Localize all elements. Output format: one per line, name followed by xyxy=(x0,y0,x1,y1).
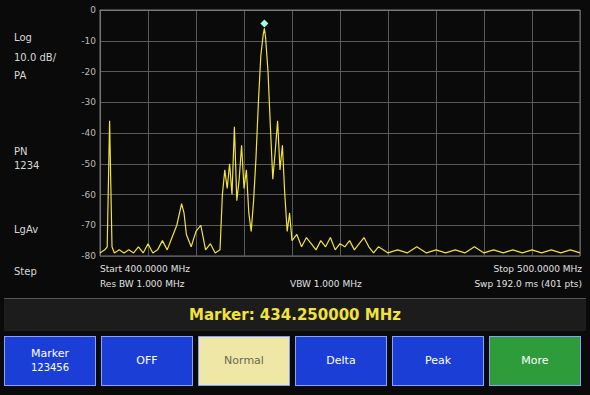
svg-text:-80: -80 xyxy=(81,251,96,261)
html-text:Stop 500.0000 MHz: Stop 500.0000 MHz xyxy=(493,264,582,274)
html-text:10.0 dB/: 10.0 dB/ xyxy=(14,52,56,63)
svg-text:-70: -70 xyxy=(81,220,96,230)
svg-text:-10: -10 xyxy=(81,36,96,46)
svg-text:-30: -30 xyxy=(81,97,96,107)
html-text:Delta: Delta xyxy=(326,354,356,367)
svg-text:-60: -60 xyxy=(81,190,96,200)
html-text:OFF: OFF xyxy=(136,354,158,367)
svg-text:-20: -20 xyxy=(81,67,96,77)
svg-text:0: 0 xyxy=(90,5,96,15)
html-text:PA: PA xyxy=(14,70,27,81)
svg-text:-40: -40 xyxy=(81,128,96,138)
html-text:More: More xyxy=(521,354,549,367)
html-text:Res BW 1.000 MHz: Res BW 1.000 MHz xyxy=(100,279,185,289)
html-text:1234: 1234 xyxy=(14,160,40,171)
html-text:Swp 192.0 ms (401 pts): Swp 192.0 ms (401 pts) xyxy=(474,279,582,289)
html-text:PN: PN xyxy=(14,146,28,157)
html-text:Marker: 434.250000 MHz: Marker: 434.250000 MHz xyxy=(189,306,401,324)
html-text:Normal: Normal xyxy=(224,354,264,367)
html-text:Peak: Peak xyxy=(424,354,452,367)
html-text:Step: Step xyxy=(14,266,37,277)
html-text:Marker: Marker xyxy=(31,347,69,360)
html-text:123456: 123456 xyxy=(30,362,70,373)
html-text:LgAv: LgAv xyxy=(14,224,39,235)
html-text:VBW 1.000 MHz: VBW 1.000 MHz xyxy=(290,279,362,289)
html-text:Log: Log xyxy=(14,32,32,43)
svg-text:-50: -50 xyxy=(81,159,96,169)
html-text:Start 400.0000 MHz: Start 400.0000 MHz xyxy=(100,264,190,274)
